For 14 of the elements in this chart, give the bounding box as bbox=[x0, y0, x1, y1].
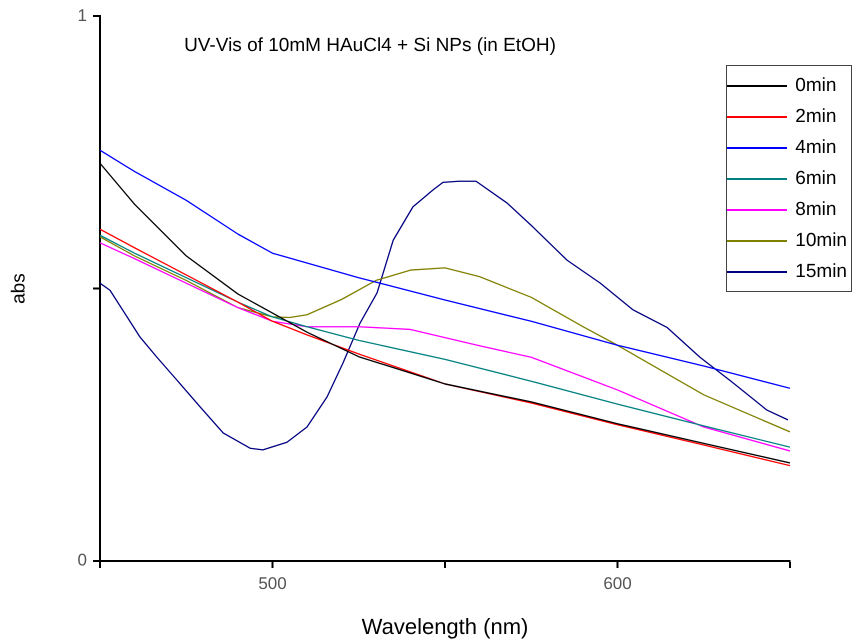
x-axis-title: Wavelength (nm) bbox=[362, 614, 528, 639]
legend-label: 15min bbox=[795, 260, 847, 282]
y-axis-title: abs bbox=[8, 273, 30, 304]
legend-label: 8min bbox=[795, 198, 836, 220]
x-tick-label: 600 bbox=[603, 574, 632, 593]
y-tick-label: 0 bbox=[78, 550, 87, 570]
legend-label: 6min bbox=[795, 168, 836, 190]
text: UV-Vis of 10mM HAuCl4 + Si NPs (in EtOH) bbox=[184, 35, 556, 56]
legend-label: 0min bbox=[795, 74, 836, 96]
y-tick-label: 1 bbox=[78, 6, 87, 25]
legend-label: 4min bbox=[795, 136, 836, 158]
x-tick-label: 500 bbox=[258, 574, 287, 593]
legend-label: 2min bbox=[795, 106, 836, 128]
legend-label: 10min bbox=[795, 230, 847, 252]
